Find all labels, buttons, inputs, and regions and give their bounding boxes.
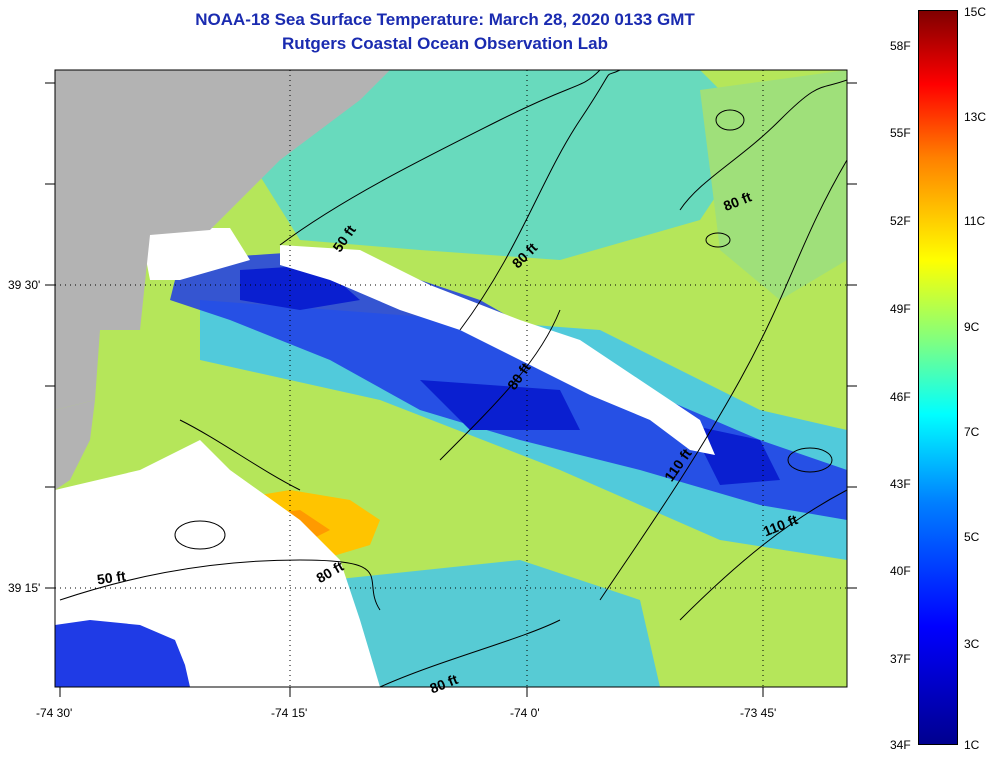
contour-label: 50 ft [96,568,127,588]
contour-line [59,559,381,611]
colorbar-f-label: 43F [890,477,911,491]
chart-title: NOAA-18 Sea Surface Temperature: March 2… [195,10,695,29]
colorbar-c-label: 1C [964,738,980,752]
lat-label: 39 30' [8,278,41,292]
colorbar-f-label: 55F [890,126,911,140]
lat-label: 39 15' [8,581,41,595]
colorbar-f-label: 52F [890,214,911,228]
contour-line [279,70,601,246]
chart-subtitle: Rutgers Coastal Ocean Observation Lab [282,34,608,53]
contour-line [379,619,561,687]
colorbar-f-label: 46F [890,390,911,404]
colorbar-c-label: 7C [964,425,980,439]
colorbar-c-label: 9C [964,320,980,334]
contour-line [439,309,561,461]
cloud-band [280,245,715,455]
map-frame [54,69,848,688]
colorbar-f-label: 58F [890,39,911,53]
contour-line [599,159,847,601]
colorbar-f-label: 34F [890,738,911,752]
lon-label: -74 15' [271,706,308,720]
water-cyan-south [330,560,660,687]
contour-line [179,419,301,491]
colorbar-c-label: 5C [964,530,980,544]
cloud-inlet [140,228,250,280]
lon-label: -73 45' [740,706,777,720]
water-cold-core-east [690,425,780,485]
colorbar-c-label: 11C [964,214,986,228]
lon-label: -74 30' [36,706,73,720]
water-cold-band [170,250,847,520]
water-green-ne [700,70,847,300]
contour-line [459,70,621,331]
contour-line [679,79,847,211]
water-cyan-north [250,70,760,260]
water-cold-sw [55,620,190,687]
colorbar-f-label: 40F [890,564,911,578]
map-layers [55,70,847,687]
water-cold-core-mid [420,380,580,430]
axis-ticks [45,82,857,697]
land-area [55,70,390,410]
colorbar-c-label: 3C [964,637,980,651]
temperature-colorbar [918,10,958,745]
colorbar-c-label: 13C [964,110,987,124]
colorbar-f-label: 49F [890,302,911,316]
contour-closed [715,109,745,131]
colorbar-f-label: 37F [890,652,911,666]
contour-closed [705,232,731,248]
contour-closed [174,520,226,550]
contour-line [679,489,847,621]
colorbar-c-label: 15C [964,5,987,19]
land-coast [55,400,95,490]
contour-closed [787,447,833,473]
lon-label: -74 0' [510,706,540,720]
